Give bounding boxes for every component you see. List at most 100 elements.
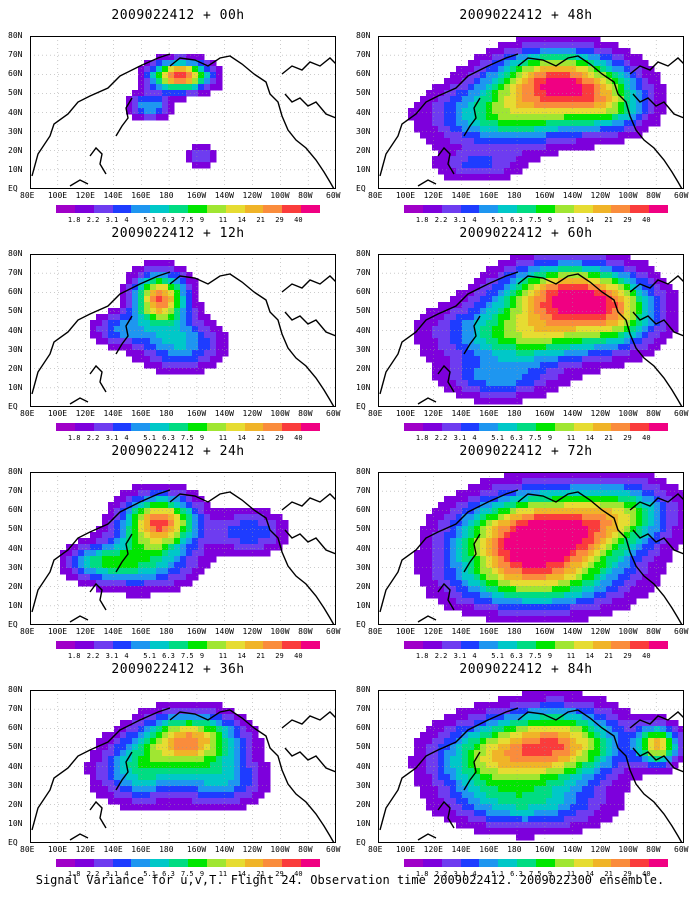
latitude-label: 50N [356,306,371,316]
longitude-label: 120W [242,191,262,200]
latitude-label: 70N [356,704,371,714]
colorbar-label: 4 [124,870,129,878]
longitude-label: 120W [590,845,610,854]
longitude-label: 100W [618,845,638,854]
longitude-label: 180 [507,191,522,200]
colorbar [56,641,321,649]
panel-title: 2009022412 + 48h [459,8,593,23]
colorbar-swatch [112,641,132,649]
colorbar-swatch [479,859,499,867]
colorbar-label: 11 [566,870,576,878]
longitude-label: 160W [534,627,555,636]
colorbar-label: 40 [642,652,651,660]
longitude-label: 120E [75,409,95,418]
colorbar-swatch [554,641,574,649]
coastlines [31,53,336,189]
colorbar-swatch [74,859,94,867]
colorbar-swatch [441,423,461,431]
longitude-label: 120E [75,627,95,636]
colorbar-swatch [460,859,480,867]
colorbar-swatch [554,205,574,213]
latitude-label: EQ [356,620,366,629]
latitude-label: EQ [8,402,18,411]
longitude-label: 160E [479,191,499,200]
latitude-label: 20N [8,363,23,373]
longitude-label: 180 [159,845,174,854]
colorbar-swatch [263,423,283,431]
colorbar [404,641,669,649]
colorbar-swatch [282,641,302,649]
longitude-label: 120W [242,627,262,636]
colorbar-swatch [536,423,555,431]
longitude-label: 100W [618,409,638,418]
latitude-label: 20N [356,363,371,373]
colorbar-swatch [206,423,226,431]
latitude-label: 60N [356,723,371,733]
colorbar-swatch [188,641,207,649]
longitude-label: 60W [326,191,341,200]
longitude-label: 120E [75,845,95,854]
colorbar-label: 11 [218,216,228,224]
signal-variance-map [30,254,336,407]
colorbar-swatch [206,641,226,649]
latitude-label: EQ [8,838,18,847]
colorbar-label: 21 [256,216,265,224]
colorbar-label: 1.8 [415,652,429,660]
colorbar-swatch [611,205,631,213]
colorbar-swatch [150,205,170,213]
longitude-label: 100W [270,845,290,854]
colorbar-label: 40 [294,434,303,442]
forecast-panel: 2009022412 + 24h 80N 70N 60N 50N 40N 30N 20N 10N… [8,444,348,666]
colorbar-label: 29 [275,652,284,660]
longitude-label: 180 [507,845,522,854]
colorbar-label: 1.8 [67,652,81,660]
colorbar-swatch [554,423,574,431]
signal-variance-map [378,254,684,407]
longitude-label: 140W [214,409,234,418]
latitude-label: 80N [8,31,23,40]
longitude-label: 140W [562,409,582,418]
colorbar-label: 40 [294,652,303,660]
longitude-label: 100E [47,191,68,200]
latitude-label: 40N [8,761,23,771]
latitude-label: 60N [356,505,371,515]
colorbar-swatch [131,641,151,649]
colorbar-swatch [649,641,669,649]
colorbar-swatch [74,641,94,649]
colorbar-label: 9 [199,216,205,224]
longitude-label: 180 [159,409,174,418]
colorbar-label: 1.8 [415,870,429,878]
latitude-label: 40N [356,325,371,335]
colorbar-swatch [573,641,593,649]
colorbar-label: 40 [642,434,651,442]
colorbar-swatch [56,423,75,431]
panel-title: 2009022412 + 60h [459,226,593,241]
forecast-panel: 2009022412 + 48h 80N 70N 60N 50N 40N 30N 20N 10N… [356,8,696,230]
longitude-label: 80W [298,191,313,200]
colorbar-swatch [169,641,189,649]
latitude-label: 30N [8,344,23,354]
colorbar-swatch [56,859,75,867]
colorbar-label: 1.8 [67,434,81,442]
latitude-label: 60N [8,723,23,733]
colorbar-swatch [573,205,593,213]
colorbar-label: 4 [472,434,477,442]
longitude-label: 120W [590,409,610,418]
colorbar-swatch [112,859,132,867]
colorbar-label: 2.2 [86,870,100,878]
latitude-label: 70N [8,704,23,714]
latitude-label: 10N [8,818,23,828]
colorbar [56,859,321,867]
shaded-field [126,54,223,169]
map-gridlines [378,36,684,189]
colorbar-swatch [225,641,245,649]
colorbar-label: 40 [642,870,651,878]
colorbar-swatch [479,205,499,213]
longitude-label: 80E [368,845,383,854]
latitude-label: 40N [356,107,371,117]
colorbar [56,423,321,431]
colorbar [404,423,669,431]
latitude-label: 70N [8,486,23,496]
map-gridlines [30,690,336,843]
colorbar-label: 5.1 [491,870,504,878]
